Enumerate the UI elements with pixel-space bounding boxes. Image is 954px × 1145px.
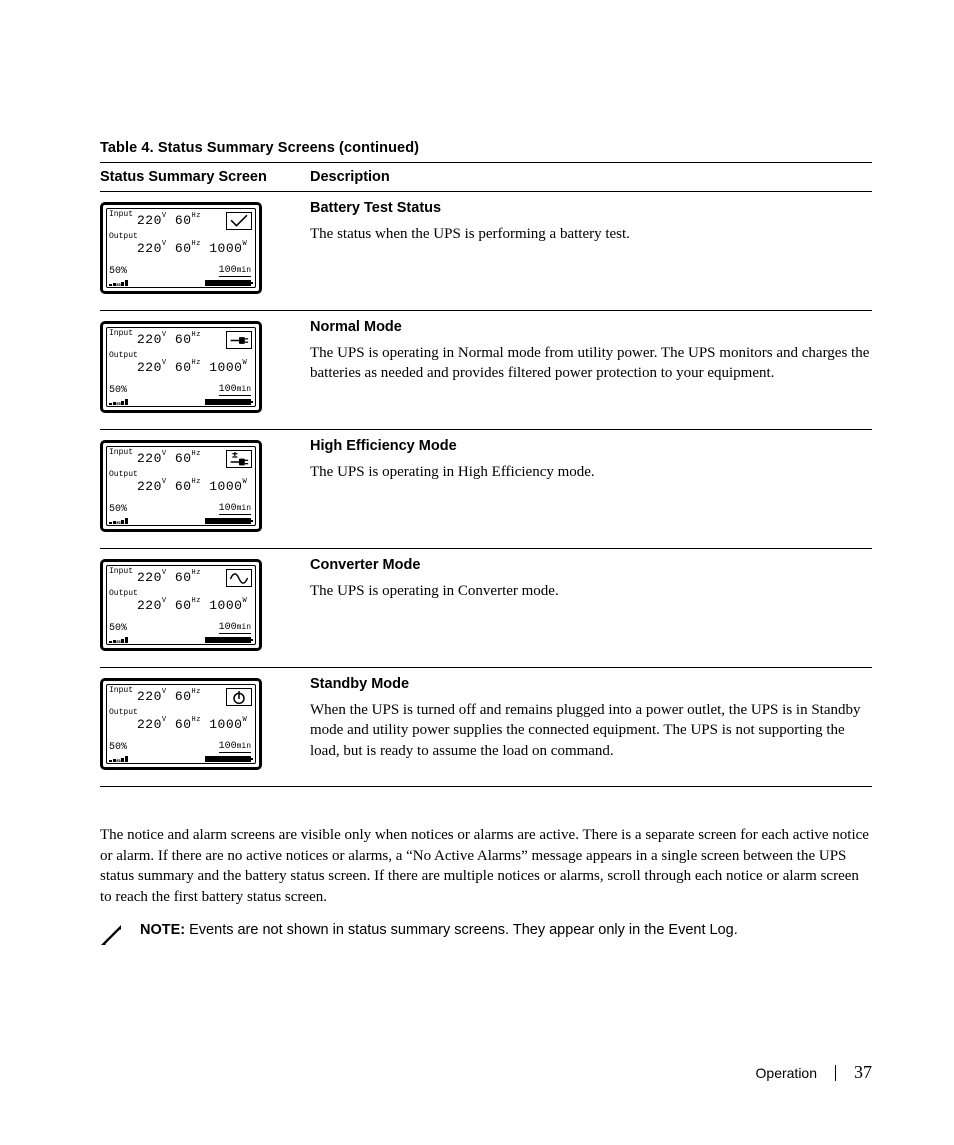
desc-body: The status when the UPS is performing a … (310, 224, 872, 244)
lcd-content: Input 220V 60Hz Output 220V 60Hz 1000W 5… (107, 685, 255, 763)
lcd-mode-icon (226, 688, 252, 706)
lcd-mode-icon (226, 331, 252, 349)
lcd-load-bars-icon (109, 280, 133, 286)
lcd-output-label: Output (109, 590, 138, 598)
lcd-battery-icon (205, 518, 251, 524)
col-header-screen: Status Summary Screen (100, 169, 310, 185)
lcd-display: Input 220V 60Hz Output 220V 60Hz 1000W 5… (100, 559, 262, 651)
lcd-load-percent: 50% (109, 624, 127, 634)
lcd-input-value: 220V 60Hz (137, 689, 201, 703)
lcd-load-bars-icon (109, 756, 133, 762)
footer-divider (835, 1065, 836, 1081)
note-label: NOTE: (140, 922, 185, 938)
lcd-mode-icon (226, 450, 252, 468)
lcd-input-label: Input (109, 568, 133, 576)
lcd-content: Input 220V 60Hz Output 220V 60Hz 1000W 5… (107, 209, 255, 287)
lcd-display: Input 220V 60Hz Output 220V 60Hz 1000W 5… (100, 321, 262, 413)
lcd-battery-icon (205, 280, 251, 286)
lcd-battery-icon (205, 756, 251, 762)
lcd-runtime: 100min (219, 266, 251, 277)
lcd-input-value: 220V 60Hz (137, 451, 201, 465)
desc-title: High Efficiency Mode (310, 438, 872, 454)
cell-screen: Input 220V 60Hz Output 220V 60Hz 1000W 5… (100, 438, 310, 532)
lcd-input-label: Input (109, 687, 133, 695)
lcd-load-percent: 50% (109, 267, 127, 277)
lcd-mode-icon (226, 569, 252, 587)
col-header-desc: Description (310, 169, 872, 185)
note-icon (100, 924, 122, 946)
lcd-load-bars-icon (109, 518, 133, 524)
lcd-output-value: 220V 60Hz 1000W (137, 598, 247, 612)
lcd-output-value: 220V 60Hz 1000W (137, 717, 247, 731)
page-footer: Operation 37 (756, 1062, 872, 1083)
page: Table 4. Status Summary Screens (continu… (0, 0, 954, 1145)
lcd-input-label: Input (109, 211, 133, 219)
lcd-content: Input 220V 60Hz Output 220V 60Hz 1000W 5… (107, 447, 255, 525)
desc-body: The UPS is operating in Converter mode. (310, 581, 872, 601)
rule (100, 786, 872, 787)
cell-description: Normal Mode The UPS is operating in Norm… (310, 319, 872, 413)
table-header-row: Status Summary Screen Description (100, 163, 872, 191)
table-title: Table 4. Status Summary Screens (continu… (100, 140, 872, 156)
lcd-input-label: Input (109, 449, 133, 457)
lcd-runtime: 100min (219, 385, 251, 396)
cell-description: High Efficiency Mode The UPS is operatin… (310, 438, 872, 532)
lcd-load-bars-icon (109, 399, 133, 405)
lcd-input-value: 220V 60Hz (137, 332, 201, 346)
desc-body: When the UPS is turned off and remains p… (310, 700, 872, 761)
cell-screen: Input 220V 60Hz Output 220V 60Hz 1000W 5… (100, 676, 310, 770)
cell-description: Battery Test Status The status when the … (310, 200, 872, 294)
desc-title: Converter Mode (310, 557, 872, 573)
lcd-content: Input 220V 60Hz Output 220V 60Hz 1000W 5… (107, 566, 255, 644)
table-row: Input 220V 60Hz Output 220V 60Hz 1000W 5… (100, 311, 872, 429)
lcd-content: Input 220V 60Hz Output 220V 60Hz 1000W 5… (107, 328, 255, 406)
lcd-display: Input 220V 60Hz Output 220V 60Hz 1000W 5… (100, 202, 262, 294)
note-body: Events are not shown in status summary s… (185, 922, 738, 938)
lcd-load-percent: 50% (109, 505, 127, 515)
lcd-battery-icon (205, 637, 251, 643)
desc-body: The UPS is operating in Normal mode from… (310, 343, 872, 384)
table-row: Input 220V 60Hz Output 220V 60Hz 1000W 5… (100, 549, 872, 667)
cell-screen: Input 220V 60Hz Output 220V 60Hz 1000W 5… (100, 557, 310, 651)
note-text: NOTE: Events are not shown in status sum… (140, 922, 738, 938)
table-row: Input 220V 60Hz Output 220V 60Hz 1000W 5… (100, 192, 872, 310)
lcd-output-value: 220V 60Hz 1000W (137, 360, 247, 374)
lcd-load-percent: 50% (109, 743, 127, 753)
footer-section: Operation (756, 1065, 817, 1081)
lcd-input-value: 220V 60Hz (137, 570, 201, 584)
lcd-output-value: 220V 60Hz 1000W (137, 479, 247, 493)
lcd-load-bars-icon (109, 637, 133, 643)
lcd-input-label: Input (109, 330, 133, 338)
footer-page-number: 37 (854, 1062, 872, 1083)
desc-title: Battery Test Status (310, 200, 872, 216)
table-row: Input 220V 60Hz Output 220V 60Hz 1000W 5… (100, 668, 872, 786)
cell-screen: Input 220V 60Hz Output 220V 60Hz 1000W 5… (100, 319, 310, 413)
cell-description: Standby Mode When the UPS is turned off … (310, 676, 872, 770)
lcd-output-label: Output (109, 471, 138, 479)
table-row: Input 220V 60Hz Output 220V 60Hz 1000W 5… (100, 430, 872, 548)
lcd-output-label: Output (109, 352, 138, 360)
desc-title: Standby Mode (310, 676, 872, 692)
lcd-battery-icon (205, 399, 251, 405)
lcd-input-value: 220V 60Hz (137, 213, 201, 227)
desc-body: The UPS is operating in High Efficiency … (310, 462, 872, 482)
desc-title: Normal Mode (310, 319, 872, 335)
cell-description: Converter Mode The UPS is operating in C… (310, 557, 872, 651)
lcd-output-label: Output (109, 709, 138, 717)
lcd-runtime: 100min (219, 742, 251, 753)
lcd-output-value: 220V 60Hz 1000W (137, 241, 247, 255)
cell-screen: Input 220V 60Hz Output 220V 60Hz 1000W 5… (100, 200, 310, 294)
lcd-display: Input 220V 60Hz Output 220V 60Hz 1000W 5… (100, 440, 262, 532)
body-paragraph: The notice and alarm screens are visible… (100, 825, 872, 908)
lcd-output-label: Output (109, 233, 138, 241)
lcd-load-percent: 50% (109, 386, 127, 396)
lcd-mode-icon (226, 212, 252, 230)
note-row: NOTE: Events are not shown in status sum… (100, 922, 872, 946)
lcd-runtime: 100min (219, 623, 251, 634)
lcd-display: Input 220V 60Hz Output 220V 60Hz 1000W 5… (100, 678, 262, 770)
lcd-runtime: 100min (219, 504, 251, 515)
